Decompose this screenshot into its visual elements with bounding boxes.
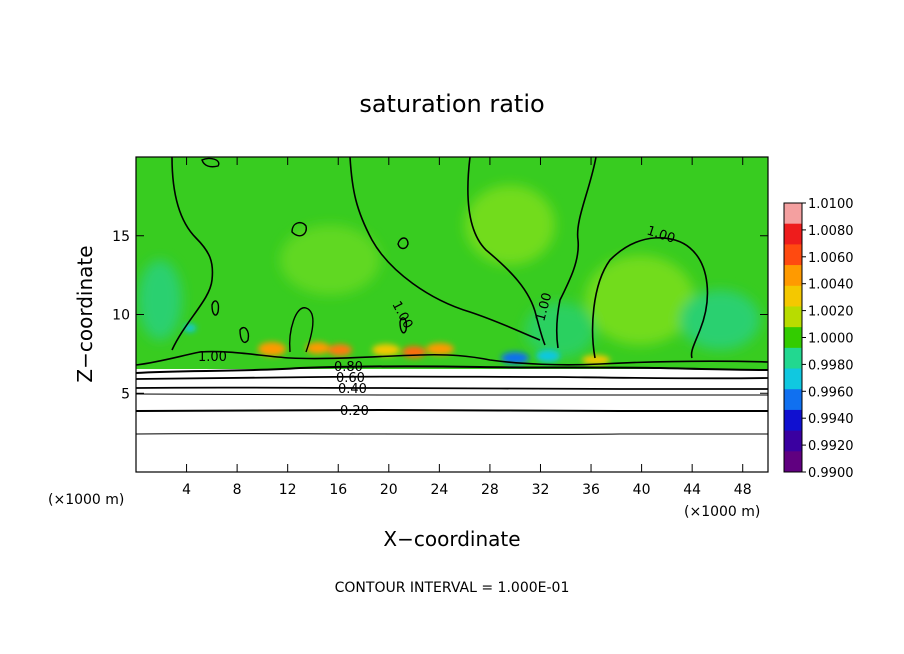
dry-layer [136,369,768,472]
colorbar-swatch [784,409,802,432]
y-axis-title: Z−coordinate [73,245,97,382]
moister-patch [680,290,760,350]
colorbar-tick-label: 1.0060 [808,251,854,266]
x-tick-label: 40 [633,482,651,498]
subsaturated-patch [536,350,560,362]
subsaturated-patch [501,352,529,364]
colorbar-swatch [784,327,802,349]
colorbar-swatch [784,244,802,266]
x-unit-label: (×1000 m) [48,492,124,508]
supersaturated-patch [306,342,330,354]
contour-closed [399,317,408,334]
contour-lines [136,157,768,435]
colorbar-tick-label: 0.9980 [808,358,854,373]
y-tick-label: 10 [112,308,130,324]
colorbar-swatch [784,265,802,287]
x-tick-label: 4 [182,482,191,498]
supersaturated-patch [372,344,400,356]
contour-line-1.00 [591,237,709,359]
colorbar-swatch [784,223,802,245]
x-tick-label: 28 [481,482,499,498]
colorbar-swatch [784,306,802,328]
contour-line-0.60 [136,375,768,380]
colorbar-tick-label: 1.0080 [808,224,854,239]
colorbar-tick-label: 0.9940 [808,412,854,427]
contour-closed [291,221,307,237]
contour-line-1.00 [171,157,214,351]
contour-line-0.80 [136,365,768,374]
x-tick-label: 8 [233,482,242,498]
colorbar-tick-label: 1.0000 [808,332,854,347]
contour-label: 0.80 [334,360,363,375]
y-unit-label: (×1000 m) [684,504,760,520]
cloud-base-contour [136,350,768,366]
y-tick-label: 15 [112,229,130,245]
colorbar-swatch [784,451,802,473]
contour-closed [289,307,314,353]
contour-line-1.00 [349,157,541,341]
contour-label: 0.40 [338,382,367,397]
contour-line-1.00 [555,157,597,349]
contour-label: 1.00 [533,291,555,323]
colorbar-swatch [784,430,802,452]
contour-label: 0.60 [336,371,365,386]
moister-patch [525,302,595,358]
moister-patch [138,260,182,340]
drier-patch [280,225,380,295]
supersaturated-patch [426,343,454,355]
x-tick-label: 44 [683,482,701,498]
x-axis-title: X−coordinate [383,527,520,551]
x-tick-label: 24 [430,482,448,498]
chart-title: saturation ratio [359,90,544,118]
x-tick-label: 20 [380,482,398,498]
contour-interval-note: CONTOUR INTERVAL = 1.000E-01 [335,580,570,596]
y-tick-label: 5 [121,386,130,402]
x-tick-label: 16 [329,482,347,498]
x-tick-label: 32 [532,482,550,498]
colorbar-swatch [784,285,802,307]
contour-line-0.40 [136,386,768,390]
contour-closed [397,237,409,250]
supersaturated-patch [582,355,610,365]
heatmap-field [136,157,768,472]
x-tick-label: 12 [279,482,297,498]
x-axis: 4 8 12 16 20 24 28 32 36 40 44 48 [182,157,752,498]
contour-closed [239,326,250,344]
colorbar-tick-label: 0.9920 [808,439,854,454]
colorbar-swatch [784,368,802,390]
colorbar-swatch [784,203,802,225]
contour-label: 0.20 [340,404,369,419]
drier-patch [465,185,555,265]
y-axis: 5 10 15 [112,229,768,402]
contour-line-1.00 [467,157,546,346]
contour-line [136,393,768,396]
supersaturated-patch [258,342,286,356]
colorbar: 1.0100 1.0080 1.0060 1.0040 1.0020 1.0000 0.99… [783,197,854,481]
contour-label: 1.00 [198,350,227,365]
colorbar-tick-label: 0.9900 [808,466,854,481]
x-tick-label: 36 [582,482,600,498]
contour-closed [201,157,220,168]
supersaturated-patch [328,344,352,356]
colorbar-tick-label: 1.0100 [808,197,854,212]
x-tick-label: 48 [734,482,752,498]
colorbar-swatch [784,347,802,370]
contour-line [136,433,768,435]
contour-closed [211,300,220,316]
moist-layer [136,157,768,369]
drier-patch [585,255,695,345]
colorbar-swatch [784,389,802,411]
colorbar-tick-label: 1.0020 [808,305,854,320]
colorbar-tick-label: 1.0040 [808,278,854,293]
contour-line-0.20 [136,409,768,413]
colorbar-tick-label: 0.9960 [808,385,854,400]
